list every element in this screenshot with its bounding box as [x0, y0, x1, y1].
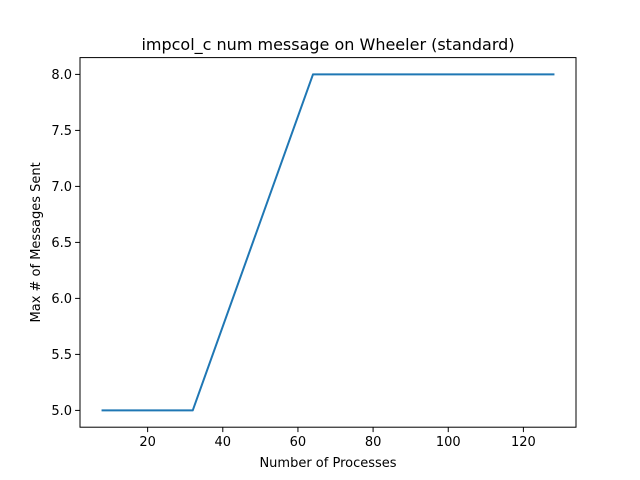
- y-axis: 5.0 5.5 6.0 6.5 7.0 7.5 8.0: [51, 68, 80, 419]
- plot-area: [101, 73, 555, 412]
- x-tick-label: 60: [290, 435, 307, 450]
- y-tick-label: 5.0: [51, 404, 72, 419]
- y-tick-label: 6.0: [51, 292, 72, 307]
- x-axis-label: Number of Processes: [259, 456, 396, 471]
- x-axis: 20 40 60 80 100 120: [139, 427, 536, 450]
- x-tick-label: 120: [511, 435, 536, 450]
- y-axis-label: Max # of Messages Sent: [29, 162, 44, 322]
- x-tick-label: 20: [139, 435, 156, 450]
- y-tick-label: 7.5: [51, 124, 72, 139]
- x-tick-label: 100: [436, 435, 461, 450]
- x-tick-label: 80: [365, 435, 382, 450]
- series-line: [101, 73, 555, 412]
- y-tick-label: 5.5: [51, 348, 72, 363]
- x-tick-label: 40: [215, 435, 232, 450]
- y-tick-label: 6.5: [51, 236, 72, 251]
- y-tick-label: 7.0: [51, 180, 72, 195]
- axes-frame: [79, 57, 577, 428]
- chart-title: impcol_c num message on Wheeler (standar…: [141, 35, 514, 55]
- y-tick-label: 8.0: [51, 68, 72, 83]
